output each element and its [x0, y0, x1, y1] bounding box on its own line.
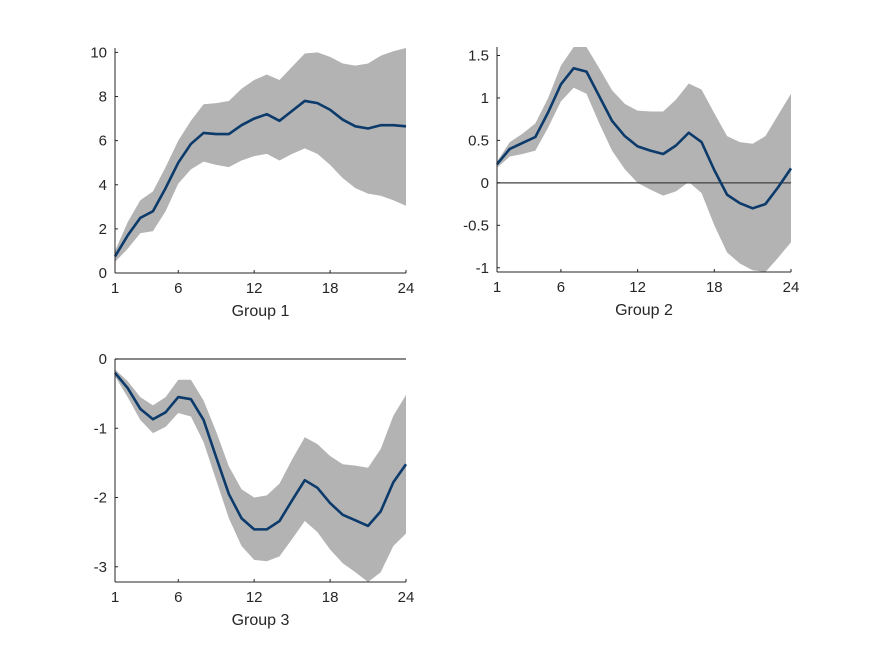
x-tick-label: 1 [493, 279, 501, 296]
y-tick-label: -1 [94, 420, 107, 437]
y-tick-label: 1.5 [468, 47, 489, 64]
y-tick-label: 0.5 [468, 132, 489, 149]
y-tick-label: -2 [94, 490, 107, 507]
y-tick-label: -3 [94, 559, 107, 576]
y-tick-label: 10 [90, 44, 107, 61]
x-tick-label: 12 [246, 280, 263, 297]
y-tick-label: 1 [481, 90, 489, 107]
confidence-band [115, 369, 406, 582]
x-tick-label: 12 [629, 279, 646, 296]
x-tick-label: 1 [111, 589, 119, 606]
x-tick-label: 6 [174, 589, 182, 606]
x-tick-label: 24 [783, 279, 800, 296]
x-tick-label: 24 [398, 589, 415, 606]
y-tick-label: 6 [99, 133, 107, 150]
x-tick-label: 18 [322, 280, 339, 297]
y-tick-label: 2 [99, 221, 107, 238]
subplot-title: Group 3 [232, 612, 290, 629]
y-tick-label: 0 [99, 351, 107, 368]
subplot-2: 1 6 12 18 24 -1 -0.5 0 0.5 1 1.5 Group 2 [463, 47, 799, 319]
y-tick-label: 0 [481, 175, 489, 192]
y-tick-label: -0.5 [463, 217, 489, 234]
mean-line [113, 372, 408, 531]
subplot-3: 1 6 12 18 24 -3 -2 -1 0 Group 3 [94, 351, 415, 629]
x-tick-label: 6 [174, 280, 182, 297]
mean-line [496, 66, 793, 210]
x-tick-label: 18 [322, 589, 339, 606]
mean-line [113, 99, 407, 258]
y-tick-label: -1 [476, 260, 489, 277]
y-tick-label: 8 [99, 89, 107, 106]
x-tick-label: 1 [111, 280, 119, 297]
confidence-band [497, 47, 791, 272]
y-tick-label: 4 [99, 177, 107, 194]
x-tick-label: 12 [246, 589, 263, 606]
x-tick-label: 18 [706, 279, 723, 296]
x-tick-label: 6 [557, 279, 565, 296]
x-tick-label: 24 [398, 280, 415, 297]
subplot-title: Group 2 [615, 302, 673, 319]
y-tick-label: 0 [99, 265, 107, 282]
subplot-title: Group 1 [232, 303, 290, 320]
confidence-band [115, 48, 406, 262]
